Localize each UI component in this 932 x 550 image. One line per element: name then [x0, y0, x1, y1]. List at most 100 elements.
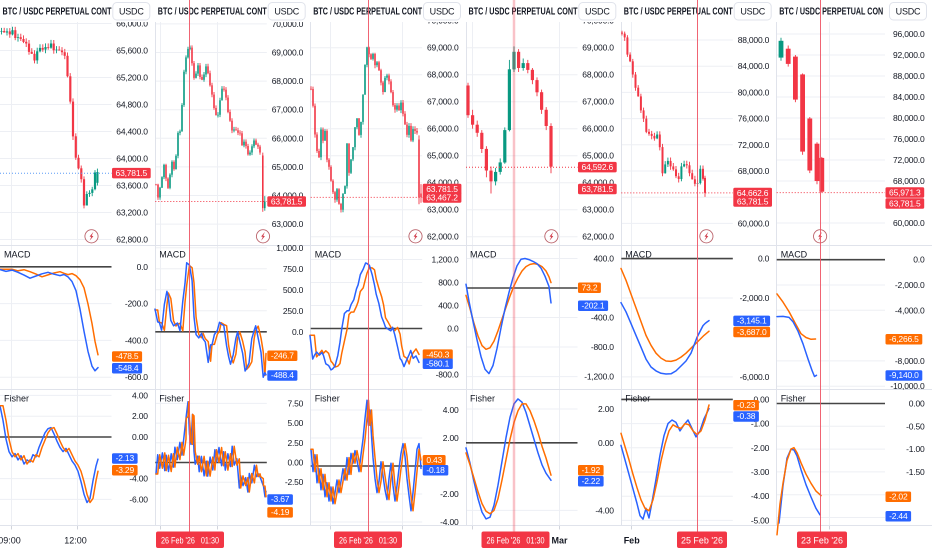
svg-text:-488.4: -488.4: [271, 370, 294, 380]
svg-text:1,000.0: 1,000.0: [276, 243, 303, 253]
svg-text:2.00: 2.00: [598, 404, 614, 414]
svg-text:64,592.6: 64,592.6: [582, 162, 614, 172]
svg-text:0.0: 0.0: [137, 262, 149, 272]
svg-text:69,000.0: 69,000.0: [272, 48, 304, 58]
svg-text:500.0: 500.0: [283, 285, 304, 295]
svg-text:88,000.0: 88,000.0: [738, 35, 770, 45]
svg-text:68,000.0: 68,000.0: [272, 76, 304, 86]
svg-text:-4.00: -4.00: [751, 491, 770, 501]
svg-text:-2,000.0: -2,000.0: [740, 293, 770, 303]
svg-text:63,781.5: 63,781.5: [426, 184, 458, 194]
svg-text:63,000.0: 63,000.0: [582, 205, 614, 215]
svg-text:-1.00: -1.00: [906, 444, 925, 454]
svg-text:MACD: MACD: [315, 250, 342, 260]
svg-text:66,000.0: 66,000.0: [427, 124, 459, 134]
svg-text:65,000.0: 65,000.0: [427, 151, 459, 161]
svg-text:Fisher: Fisher: [625, 394, 650, 404]
svg-text:400.0: 400.0: [594, 254, 615, 264]
svg-text:63,600.0: 63,600.0: [116, 181, 148, 191]
svg-text:73.2: 73.2: [582, 283, 598, 293]
svg-text:-6,266.5: -6,266.5: [889, 334, 919, 344]
svg-text:-3.29: -3.29: [116, 465, 135, 475]
svg-text:96,000.0: 96,000.0: [893, 29, 925, 39]
svg-text:-202.1: -202.1: [582, 301, 605, 311]
svg-text:67,000.0: 67,000.0: [582, 97, 614, 107]
svg-text:84,000.0: 84,000.0: [738, 61, 770, 71]
svg-text:12:00: 12:00: [64, 536, 87, 546]
svg-text:64,800.0: 64,800.0: [116, 100, 148, 110]
svg-text:-800.0: -800.0: [591, 342, 614, 352]
svg-text:0.00: 0.00: [909, 399, 925, 409]
svg-text:-200.0: -200.0: [125, 299, 148, 309]
svg-text:0.0: 0.0: [292, 327, 304, 337]
svg-text:-4.00: -4.00: [129, 474, 148, 484]
svg-text:62,000.0: 62,000.0: [427, 232, 459, 242]
svg-text:0.00: 0.00: [132, 432, 148, 442]
svg-text:0.0: 0.0: [758, 254, 770, 264]
svg-text:88,000.0: 88,000.0: [893, 71, 925, 81]
svg-text:23 Feb '26: 23 Feb '26: [801, 536, 843, 546]
svg-text:-6.00: -6.00: [129, 494, 148, 504]
svg-text:65,600.0: 65,600.0: [116, 46, 148, 56]
svg-text:64,000.0: 64,000.0: [427, 178, 459, 188]
svg-text:250.0: 250.0: [283, 306, 304, 316]
svg-text:-1.92: -1.92: [582, 465, 601, 475]
svg-text:63,781.5: 63,781.5: [116, 168, 148, 178]
svg-text:-3.67: -3.67: [271, 494, 290, 504]
svg-text:26 Feb '26 01:30: 26 Feb '26 01:30: [161, 536, 219, 546]
svg-text:-3,687.0: -3,687.0: [737, 327, 767, 337]
svg-text:66,000.0: 66,000.0: [116, 19, 148, 29]
svg-text:-800.0: -800.0: [436, 370, 459, 380]
svg-text:80,000.0: 80,000.0: [738, 87, 770, 97]
svg-text:-5.00: -5.00: [751, 515, 770, 525]
svg-text:64,400.0: 64,400.0: [116, 127, 148, 137]
svg-text:Fisher: Fisher: [470, 394, 495, 404]
svg-text:Fisher: Fisher: [315, 394, 340, 404]
svg-text:63,467.2: 63,467.2: [426, 192, 458, 202]
svg-text:68,000.0: 68,000.0: [893, 176, 925, 186]
svg-text:-2.00: -2.00: [751, 443, 770, 453]
svg-text:BTC / USDC PERPETUAL CONT: BTC / USDC PERPETUAL CONT: [469, 7, 578, 18]
svg-text:2.00: 2.00: [132, 411, 148, 421]
svg-text:69,000.0: 69,000.0: [427, 43, 459, 53]
svg-text:-4,000.0: -4,000.0: [895, 305, 925, 315]
svg-text:-3.00: -3.00: [751, 467, 770, 477]
svg-text:Fisher: Fisher: [159, 394, 184, 404]
svg-text:0.0: 0.0: [913, 255, 925, 265]
svg-text:-580.1: -580.1: [426, 359, 449, 369]
svg-text:BTC / USDC PERPETUAL CON: BTC / USDC PERPETUAL CON: [779, 7, 883, 18]
svg-text:USDC: USDC: [119, 7, 144, 17]
svg-text:-246.7: -246.7: [271, 351, 294, 361]
svg-text:68,000.0: 68,000.0: [738, 166, 770, 176]
svg-text:0.00: 0.00: [598, 438, 614, 448]
svg-text:5.00: 5.00: [287, 418, 303, 428]
svg-text:-400.0: -400.0: [125, 335, 148, 345]
svg-text:Mar: Mar: [551, 536, 568, 546]
svg-text:63,000.0: 63,000.0: [272, 219, 304, 229]
svg-text:76,000.0: 76,000.0: [738, 114, 770, 124]
svg-text:BTC / USDC PERPETUAL CONT: BTC / USDC PERPETUAL CONT: [313, 7, 422, 18]
svg-text:-3,145.1: -3,145.1: [737, 316, 767, 326]
svg-text:60,000.0: 60,000.0: [893, 218, 925, 228]
svg-text:26 Feb '26 01:30: 26 Feb '26 01:30: [339, 536, 397, 546]
svg-text:-2,000.0: -2,000.0: [895, 280, 925, 290]
svg-text:MACD: MACD: [4, 250, 31, 260]
svg-text:72,000.0: 72,000.0: [738, 140, 770, 150]
svg-text:BTC / USDC PERPETUAL CONT: BTC / USDC PERPETUAL CONT: [624, 7, 733, 18]
svg-text:09:00: 09:00: [0, 536, 21, 546]
svg-text:-4.00: -4.00: [595, 505, 614, 515]
svg-text:-400.0: -400.0: [591, 313, 614, 323]
svg-text:USDC: USDC: [896, 7, 921, 17]
svg-text:-0.18: -0.18: [426, 465, 445, 475]
svg-text:0.0: 0.0: [447, 324, 459, 334]
svg-text:-0.38: -0.38: [737, 411, 756, 421]
svg-text:MACD: MACD: [470, 250, 497, 260]
svg-text:63,781.5: 63,781.5: [889, 199, 921, 209]
svg-text:26 Feb '26 01:30: 26 Feb '26 01:30: [487, 536, 545, 546]
svg-text:2.50: 2.50: [287, 438, 303, 448]
svg-text:-6,000.0: -6,000.0: [740, 372, 770, 382]
svg-text:60,000.0: 60,000.0: [738, 218, 770, 228]
svg-text:MACD: MACD: [625, 250, 652, 260]
svg-text:-1,200.0: -1,200.0: [584, 372, 614, 382]
svg-text:7.50: 7.50: [287, 398, 303, 408]
